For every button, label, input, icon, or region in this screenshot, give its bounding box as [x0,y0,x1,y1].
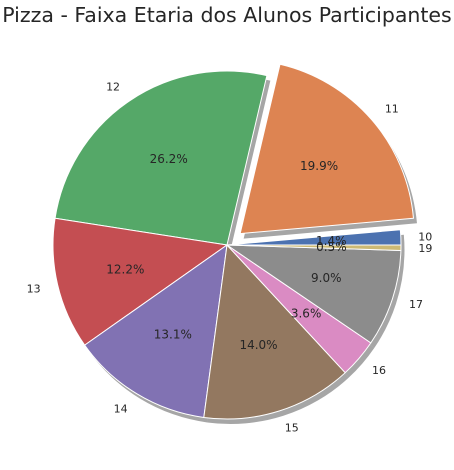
percent-label-13: 12.2% [106,262,144,276]
pie-slice-14 [84,244,228,418]
percent-label-16: 3.6% [291,307,322,321]
percent-label-19: 0.5% [316,240,347,254]
percent-label-14: 13.1% [154,328,192,342]
category-label-13: 13 [27,283,41,296]
percent-label-11: 19.9% [300,159,338,173]
pie-slice-13 [52,217,228,346]
percent-label-15: 14.0% [239,338,277,352]
chart-title: Pizza - Faixa Etaria dos Alunos Particip… [2,3,451,27]
percent-label-10: 1.4% [316,234,347,248]
category-label-15: 15 [285,421,299,434]
category-label-16: 16 [372,364,386,377]
percent-label-12: 26.2% [150,152,188,166]
category-label-10: 10 [418,231,432,244]
pie-slice-12 [54,70,268,246]
percent-label-17: 9.0% [311,271,342,285]
pie-slice-15 [203,244,346,420]
pie-slice-11 [239,63,414,235]
pie-slice-17 [226,244,402,344]
percent-labels: 1.4% 19.9% 26.2% 12.2% 13.1% 14.0% 3.6% 9.0% 0.5… [106,152,346,352]
category-label-12: 12 [106,80,120,93]
category-label-11: 11 [385,102,399,115]
category-label-17: 17 [409,298,423,311]
pie-slice-19 [226,244,402,251]
category-label-19: 19 [418,242,432,255]
category-label-14: 14 [114,403,128,416]
pie-slices [52,63,414,420]
category-labels: 10 11 12 13 14 15 16 17 19 [27,80,433,434]
